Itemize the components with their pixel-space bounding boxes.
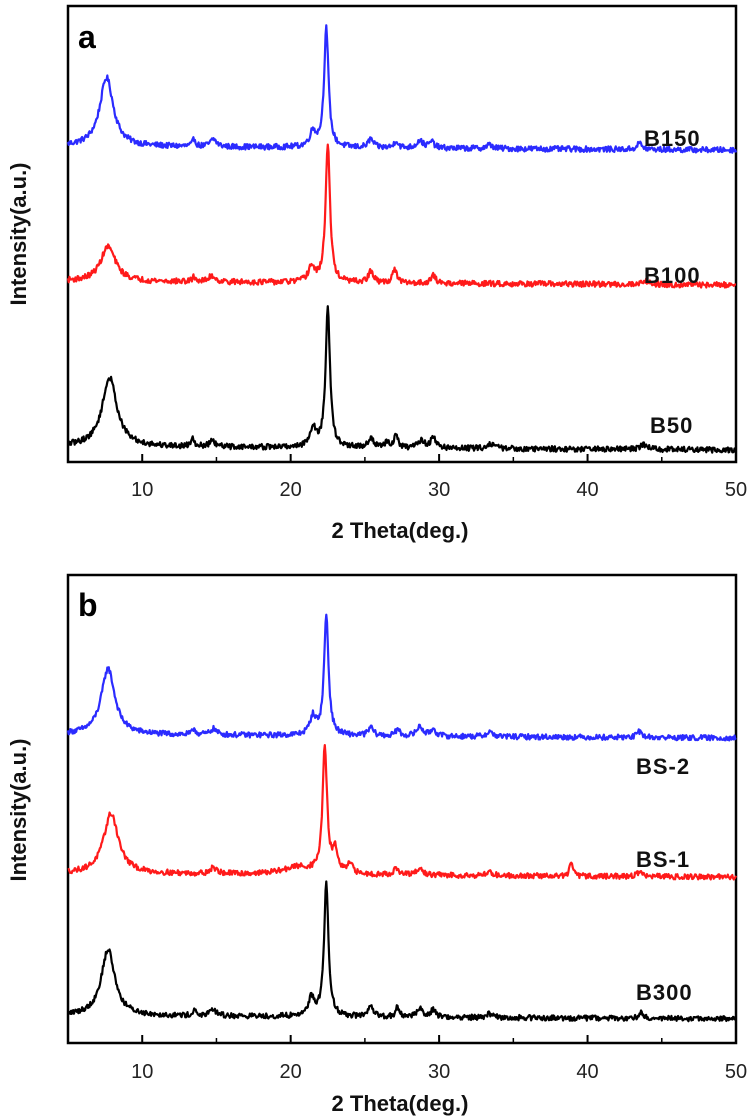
series-line-bs-1 [67,743,737,881]
series-label-bs-2: BS-2 [636,754,690,779]
series-line-b300 [67,880,737,1023]
x-tick-label: 10 [131,1061,153,1083]
plot-frame-b [66,573,738,1045]
panel-label-b: b [78,587,98,623]
x-tick-label: 50 [725,479,747,501]
series-label-bs-1: BS-1 [636,847,690,872]
x-axis-title-a: 2 Theta(deg.) [332,518,469,543]
x-tick-label: 40 [576,479,598,501]
series-line-b150 [66,24,738,154]
x-tick-label: 30 [428,1061,450,1083]
y-axis-title-a: Intensity(a.u.) [6,162,31,305]
series-line-b50 [67,305,738,454]
x-tick-label: 20 [280,479,302,501]
x-tick-label: 50 [725,1061,747,1083]
series-label-b150: B150 [644,126,701,151]
series-labels-a: B150 B100 B50 [644,126,701,438]
x-tick-label: 10 [131,479,153,501]
series-curves-a [66,24,738,454]
series-labels-b: BS-2 BS-1 B300 [636,754,693,1005]
x-tick-label: 40 [576,1061,598,1083]
series-label-b300: B300 [636,980,693,1005]
panel-b: b 2 Theta(deg.) Intensity(a.u.) 10 20 30 40… [6,573,747,1116]
y-axis-title-b: Intensity(a.u.) [6,738,31,881]
series-line-b100 [66,143,737,289]
series-line-bs-2 [66,613,737,742]
panel-a: a 2 Theta(deg.) Intensity(a.u.) 10 20 30 40… [6,4,747,543]
plot-frame-a [66,4,738,464]
x-tick-label: 20 [280,1061,302,1083]
x-tick-label: 30 [428,479,450,501]
panel-label-a: a [78,19,96,55]
series-label-b100: B100 [644,263,701,288]
x-axis-title-b: 2 Theta(deg.) [332,1091,469,1116]
series-curves-b [66,613,737,1023]
x-ticks-a: 10 20 30 40 50 [67,454,747,501]
series-label-b50: B50 [650,413,693,438]
x-ticks-b: 10 20 30 40 50 [67,1035,747,1083]
